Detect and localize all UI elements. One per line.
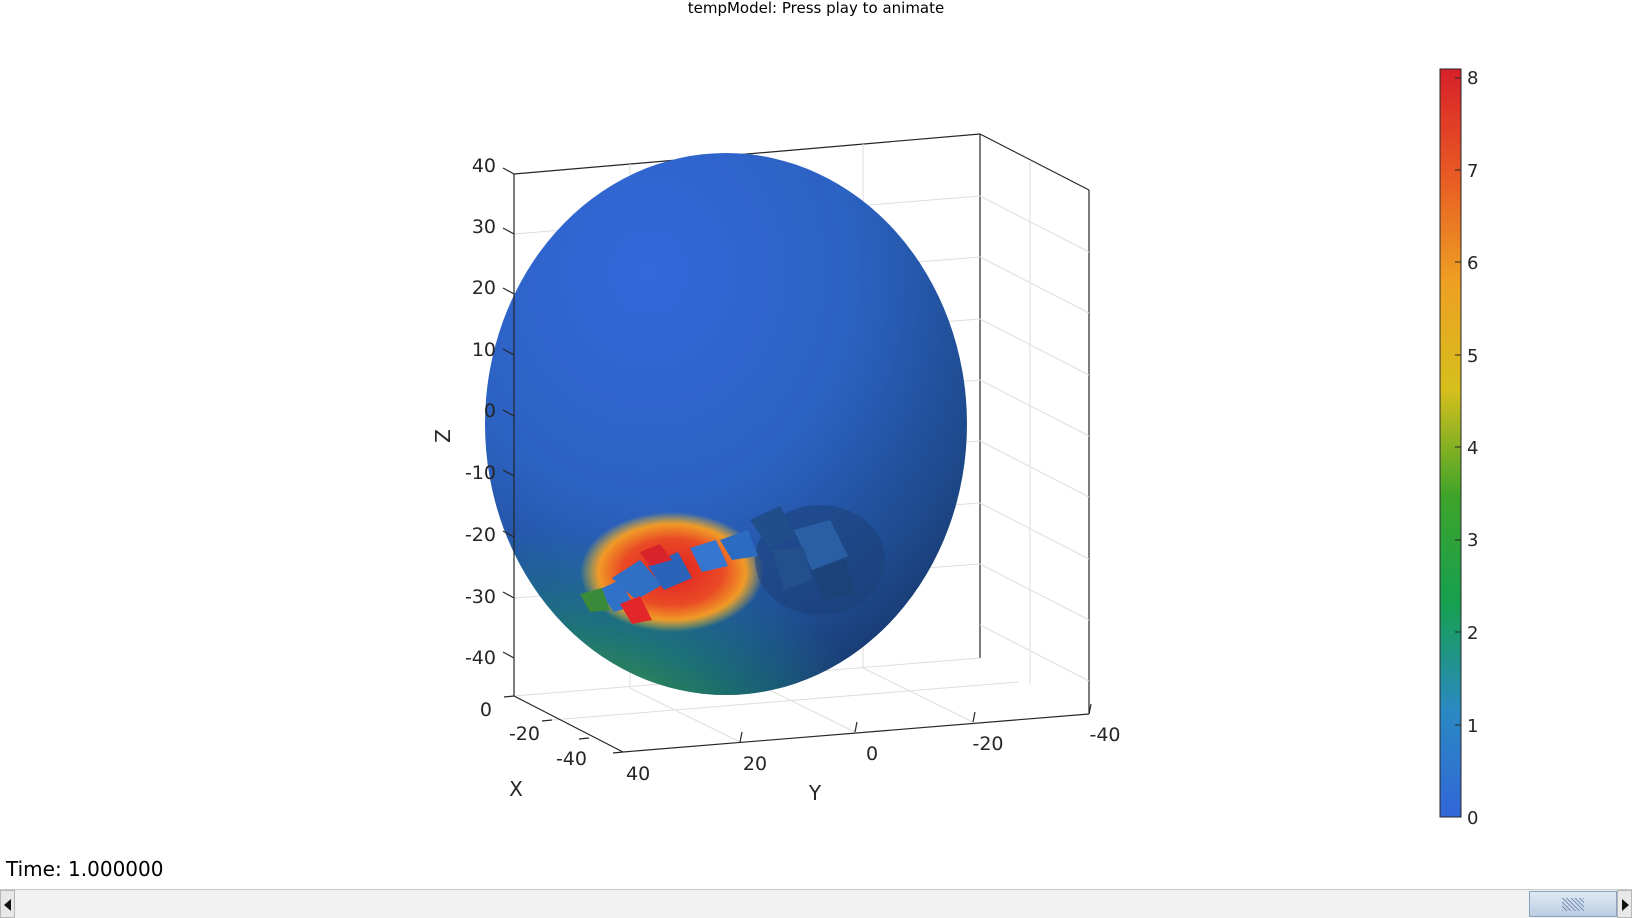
axes-box-back (513, 133, 1090, 714)
colorbar-tick-label: 7 (1467, 161, 1478, 182)
colorbar-bar (1439, 68, 1462, 818)
z-tick-label: 30 (472, 216, 496, 238)
scroll-track[interactable] (15, 890, 1617, 918)
y-tick-marks (739, 703, 1092, 743)
colorbar-tick-label: 8 (1467, 68, 1478, 89)
sphere-surface[interactable] (420, 153, 967, 830)
window-title: tempModel: Press play to animate (687, 0, 945, 17)
z-tick-label: -20 (465, 524, 496, 546)
x-tick-label: 0 (480, 699, 492, 721)
y-tick-label: 0 (866, 743, 878, 765)
x-tick-label: -40 (556, 748, 587, 770)
z-tick-marks (502, 167, 515, 659)
z-tick-label: 20 (472, 277, 496, 299)
scroll-left-button[interactable] (0, 890, 15, 918)
scroll-right-button[interactable] (1617, 890, 1632, 918)
z-tick-label: -40 (465, 647, 496, 669)
z-tick-label: 40 (472, 155, 496, 177)
colorbar-tick-label: 5 (1467, 346, 1478, 367)
time-label: Time: 1.000000 (6, 857, 164, 881)
grip-icon (1562, 898, 1584, 911)
x-tick-label: -20 (509, 723, 540, 745)
time-scrollbar[interactable] (0, 889, 1632, 918)
y-tick-label: -20 (972, 733, 1003, 755)
fracture-facets (580, 506, 854, 624)
y-tick-label: 20 (743, 753, 767, 775)
x-axis-label: X (509, 777, 523, 801)
plot-canvas[interactable]: 40 30 20 10 0 -10 -20 -30 -40 0 -20 -40 … (0, 0, 1632, 885)
scroll-thumb[interactable] (1529, 891, 1617, 917)
z-tick-label: -30 (465, 586, 496, 608)
y-tick-label: -40 (1089, 724, 1120, 746)
y-axis-label: Y (808, 781, 822, 805)
z-axis-label: Z (431, 429, 455, 443)
colorbar-tick-label: 3 (1467, 530, 1478, 551)
colorbar-tick-label: 6 (1467, 253, 1478, 274)
colorbar[interactable]: 8 7 6 5 4 3 2 1 0 (1439, 68, 1478, 829)
z-tick-label: -10 (465, 462, 496, 484)
colorbar-tick-label: 2 (1467, 623, 1478, 644)
colorbar-tick-labels: 8 7 6 5 4 3 2 1 0 (1467, 68, 1478, 829)
z-tick-label: 0 (484, 400, 496, 422)
colorbar-tick-marks (1455, 77, 1461, 726)
x-tick-marks (503, 695, 624, 754)
z-tick-labels: 40 30 20 10 0 -10 -20 -30 -40 (465, 155, 496, 669)
x-tick-labels: 0 -20 -40 40 (480, 699, 650, 785)
z-tick-label: 10 (472, 339, 496, 361)
colorbar-tick-label: 4 (1467, 438, 1478, 459)
colorbar-tick-label: 0 (1467, 808, 1478, 829)
axes-box-front (513, 174, 1090, 753)
y-tick-labels: 20 0 -20 -40 (743, 724, 1121, 775)
x-tick-label: 40 (626, 763, 650, 785)
colorbar-tick-label: 1 (1467, 716, 1478, 737)
